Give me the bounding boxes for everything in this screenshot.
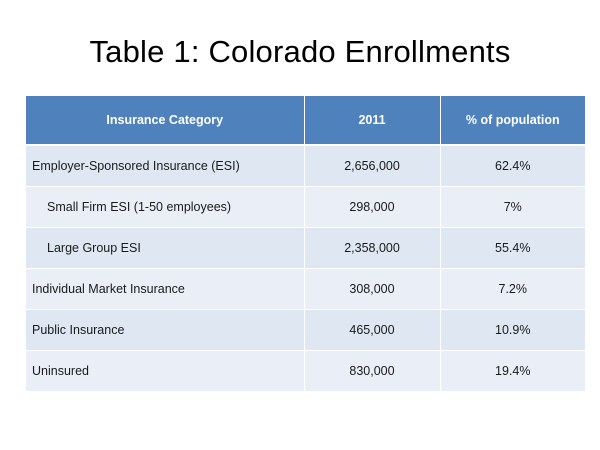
table-row: Small Firm ESI (1-50 employees) 298,000 … [26,186,585,228]
percent-cell: 19.4% [440,350,585,392]
table-row: Uninsured 830,000 19.4% [26,350,585,392]
category-cell: Public Insurance [26,309,305,351]
percent-cell: 55.4% [440,227,585,269]
count-cell: 298,000 [304,186,441,228]
table-row: Large Group ESI 2,358,000 55.4% [26,227,585,269]
count-cell: 830,000 [304,350,441,392]
header-percent-population: % of population [440,96,585,146]
table-row: Employer-Sponsored Insurance (ESI) 2,656… [26,145,585,187]
percent-cell: 7% [440,186,585,228]
table-row: Individual Market Insurance 308,000 7.2% [26,268,585,310]
table-header-row: Insurance Category 2011 % of population [26,96,585,146]
category-cell: Small Firm ESI (1-50 employees) [26,186,305,228]
table-row: Public Insurance 465,000 10.9% [26,309,585,351]
slide-title: Table 1: Colorado Enrollments [89,34,511,69]
count-cell: 465,000 [304,309,441,351]
count-cell: 2,358,000 [304,227,441,269]
count-cell: 308,000 [304,268,441,310]
category-cell: Uninsured [26,350,305,392]
header-year-2011: 2011 [304,96,441,146]
category-cell: Individual Market Insurance [26,268,305,310]
percent-cell: 62.4% [440,145,585,187]
count-cell: 2,656,000 [304,145,441,187]
percent-cell: 10.9% [440,309,585,351]
category-cell: Large Group ESI [26,227,305,269]
percent-cell: 7.2% [440,268,585,310]
header-insurance-category: Insurance Category [26,96,305,146]
enrollments-table: Insurance Category 2011 % of population … [26,96,585,392]
category-cell: Employer-Sponsored Insurance (ESI) [26,145,305,187]
